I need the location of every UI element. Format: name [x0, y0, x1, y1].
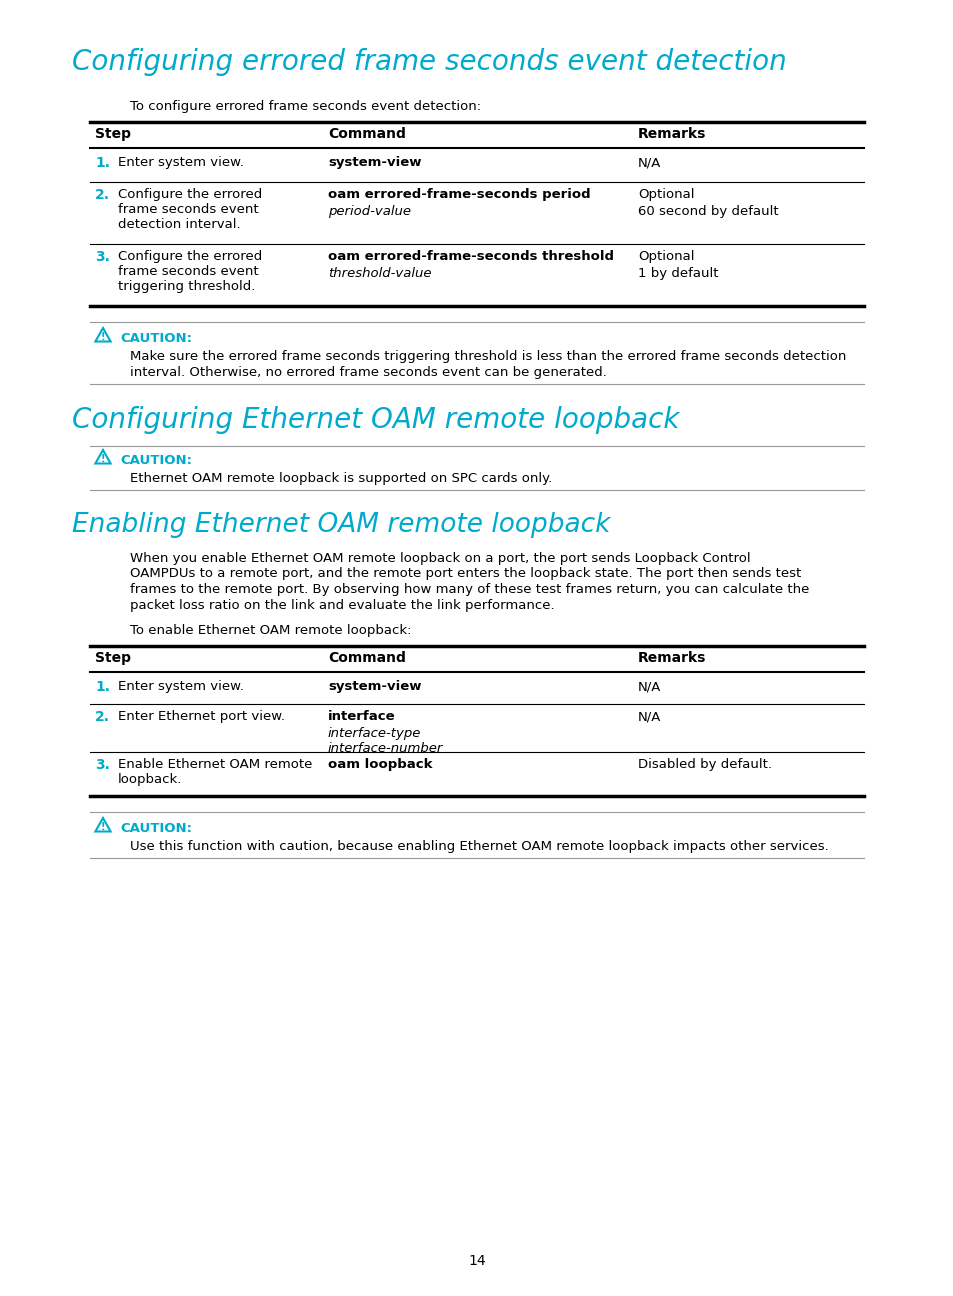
Text: oam errored-frame-seconds threshold: oam errored-frame-seconds threshold — [328, 250, 614, 263]
Text: N/A: N/A — [638, 680, 660, 693]
Text: 3.: 3. — [95, 250, 110, 264]
Text: Disabled by default.: Disabled by default. — [638, 758, 771, 771]
Text: Command: Command — [328, 127, 405, 141]
Text: oam errored-frame-seconds period: oam errored-frame-seconds period — [328, 188, 590, 201]
Text: Enter Ethernet port view.: Enter Ethernet port view. — [118, 710, 285, 723]
Text: To configure errored frame seconds event detection:: To configure errored frame seconds event… — [130, 100, 480, 113]
Text: Remarks: Remarks — [638, 651, 705, 665]
Text: Command: Command — [328, 651, 405, 665]
Text: When you enable Ethernet OAM remote loopback on a port, the port sends Loopback : When you enable Ethernet OAM remote loop… — [130, 552, 750, 565]
Text: 14: 14 — [468, 1255, 485, 1267]
Text: Configuring errored frame seconds event detection: Configuring errored frame seconds event … — [71, 48, 786, 76]
Text: 1.: 1. — [95, 156, 110, 170]
Text: Configure the errored
frame seconds event
triggering threshold.: Configure the errored frame seconds even… — [118, 250, 262, 293]
Text: Enabling Ethernet OAM remote loopback: Enabling Ethernet OAM remote loopback — [71, 512, 610, 538]
Text: period-value: period-value — [328, 205, 411, 218]
Text: 1 by default: 1 by default — [638, 267, 718, 280]
Text: CAUTION:: CAUTION: — [120, 454, 192, 467]
Text: Remarks: Remarks — [638, 127, 705, 141]
Text: N/A: N/A — [638, 156, 660, 168]
Text: 2.: 2. — [95, 188, 110, 202]
Text: N/A: N/A — [638, 710, 660, 723]
Text: 1.: 1. — [95, 680, 110, 693]
Text: Enter system view.: Enter system view. — [118, 156, 244, 168]
Text: 3.: 3. — [95, 758, 110, 772]
Text: !: ! — [101, 455, 105, 464]
Text: packet loss ratio on the link and evaluate the link performance.: packet loss ratio on the link and evalua… — [130, 599, 554, 612]
Text: Configuring Ethernet OAM remote loopback: Configuring Ethernet OAM remote loopback — [71, 406, 679, 434]
Text: frames to the remote port. By observing how many of these test frames return, yo: frames to the remote port. By observing … — [130, 583, 808, 596]
Text: system-view: system-view — [328, 156, 421, 168]
Text: CAUTION:: CAUTION: — [120, 822, 192, 835]
Text: Ethernet OAM remote loopback is supported on SPC cards only.: Ethernet OAM remote loopback is supporte… — [130, 472, 552, 485]
Text: oam loopback: oam loopback — [328, 758, 432, 771]
Text: Enable Ethernet OAM remote
loopback.: Enable Ethernet OAM remote loopback. — [118, 758, 312, 785]
Text: interval. Otherwise, no errored frame seconds event can be generated.: interval. Otherwise, no errored frame se… — [130, 365, 606, 378]
Text: Use this function with caution, because enabling Ethernet OAM remote loopback im: Use this function with caution, because … — [130, 840, 828, 853]
Text: !: ! — [101, 333, 105, 342]
Text: system-view: system-view — [328, 680, 421, 693]
Text: interface-type
interface-number: interface-type interface-number — [328, 727, 443, 756]
Text: Configure the errored
frame seconds event
detection interval.: Configure the errored frame seconds even… — [118, 188, 262, 231]
Text: 60 second by default: 60 second by default — [638, 205, 778, 218]
Text: 2.: 2. — [95, 710, 110, 724]
Text: CAUTION:: CAUTION: — [120, 332, 192, 345]
Text: Step: Step — [95, 651, 131, 665]
Text: To enable Ethernet OAM remote loopback:: To enable Ethernet OAM remote loopback: — [130, 623, 411, 638]
Text: !: ! — [101, 823, 105, 832]
Text: threshold-value: threshold-value — [328, 267, 431, 280]
Text: interface: interface — [328, 710, 395, 723]
Text: Optional: Optional — [638, 188, 694, 201]
Text: Enter system view.: Enter system view. — [118, 680, 244, 693]
Text: OAMPDUs to a remote port, and the remote port enters the loopback state. The por: OAMPDUs to a remote port, and the remote… — [130, 568, 801, 581]
Text: Make sure the errored frame seconds triggering threshold is less than the errore: Make sure the errored frame seconds trig… — [130, 350, 845, 363]
Text: Optional: Optional — [638, 250, 694, 263]
Text: Step: Step — [95, 127, 131, 141]
